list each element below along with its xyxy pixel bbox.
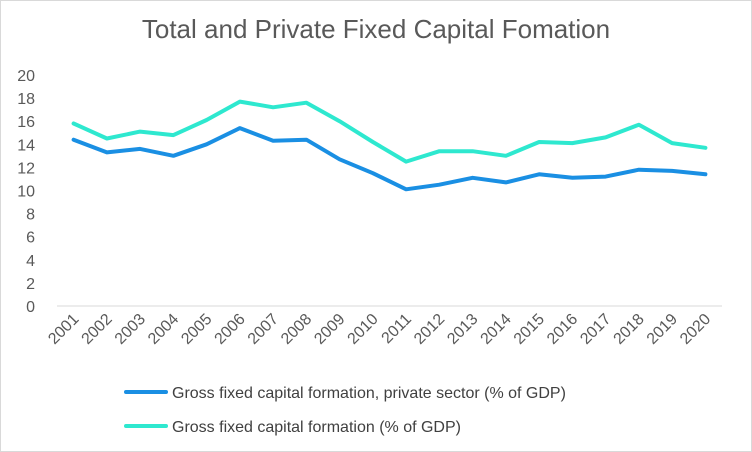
- series-line-1: [71, 126, 708, 192]
- x-tick-label: 2002: [79, 311, 116, 348]
- x-tick-label: 2003: [112, 311, 149, 348]
- x-tick-label: 2010: [345, 311, 382, 348]
- series-lines: [71, 99, 708, 192]
- y-tick-label: 12: [17, 160, 35, 177]
- x-tick-label: 2014: [478, 311, 515, 348]
- x-axis-labels: 2001200220032004200520062007200820092010…: [45, 311, 714, 348]
- chart-title: Total and Private Fixed Capital Fomation: [141, 14, 611, 44]
- y-tick-label: 20: [17, 68, 35, 85]
- y-tick-label: 14: [17, 137, 35, 154]
- x-tick-label: 2012: [411, 311, 448, 348]
- legend-label-1: Gross fixed capital formation, private s…: [172, 385, 566, 402]
- x-tick-label: 2019: [644, 311, 681, 348]
- x-tick-label: 2016: [544, 311, 581, 348]
- y-tick-label: 6: [26, 230, 35, 247]
- y-tick-label: 16: [17, 114, 35, 131]
- x-tick-label: 2015: [511, 311, 548, 348]
- x-tick-label: 2018: [611, 311, 648, 348]
- x-tick-label: 2011: [379, 311, 415, 347]
- x-tick-label: 2006: [212, 311, 249, 348]
- y-axis-labels: 0 2 4 6 8 10 12 14 16 18 20: [17, 68, 35, 316]
- x-tick-label: 2009: [311, 311, 348, 348]
- y-tick-label: 8: [26, 207, 35, 224]
- x-tick-label: 2005: [178, 311, 215, 348]
- x-tick-label: 2013: [444, 311, 481, 348]
- legend-label-2: Gross fixed capital formation (% of GDP): [172, 419, 461, 436]
- x-tick-label: 2007: [245, 311, 282, 348]
- series-line-2: [71, 99, 708, 164]
- x-tick-label: 2001: [45, 311, 82, 348]
- x-tick-label: 2008: [278, 311, 315, 348]
- x-tick-label: 2020: [677, 311, 714, 348]
- y-tick-label: 18: [17, 91, 35, 108]
- legend: Gross fixed capital formation, private s…: [124, 385, 566, 436]
- y-tick-label: 2: [26, 276, 35, 293]
- y-tick-label: 10: [17, 184, 35, 201]
- x-tick-label: 2017: [577, 311, 614, 348]
- y-tick-label: 4: [26, 253, 35, 270]
- y-tick-label: 0: [26, 299, 35, 316]
- x-tick-label: 2004: [145, 311, 182, 348]
